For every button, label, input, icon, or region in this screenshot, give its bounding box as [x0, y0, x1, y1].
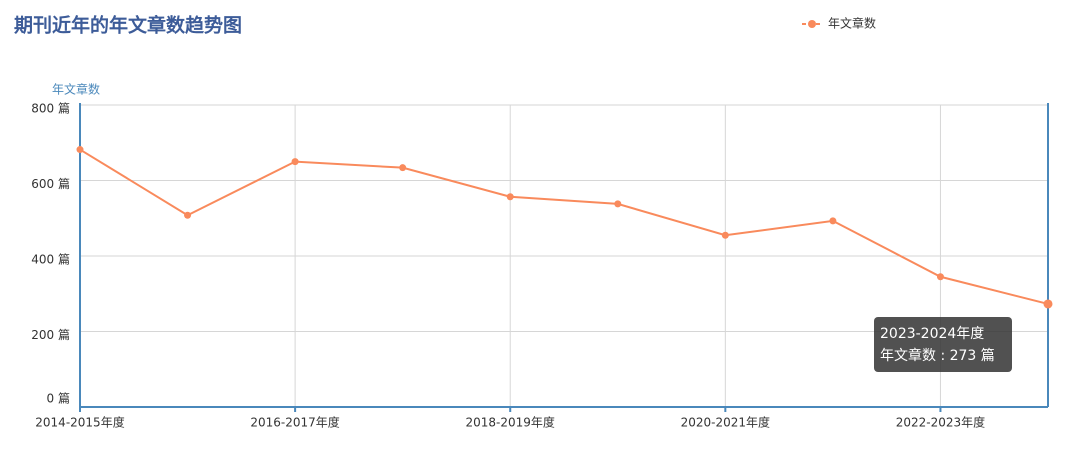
- tooltip-title: 2023-2024年度: [880, 326, 984, 342]
- data-point: [291, 158, 299, 166]
- data-point: [721, 231, 729, 239]
- y-axis-label: 年文章数: [52, 82, 100, 97]
- legend-marker: [808, 20, 816, 28]
- y-tick-label: 600 篇: [31, 176, 70, 191]
- x-tick-label: 2016-2017年度: [250, 415, 339, 430]
- x-tick-label: 2022-2023年度: [896, 415, 985, 430]
- data-point: [1043, 299, 1053, 309]
- legend-label: 年文章数: [828, 16, 876, 31]
- series-line: [79, 148, 1049, 305]
- data-point: [76, 146, 84, 154]
- data-point: [936, 273, 944, 281]
- tooltip-box: [874, 317, 1012, 372]
- y-tick-label: 400 篇: [31, 252, 70, 267]
- data-point: [614, 200, 622, 208]
- x-tick-label: 2020-2021年度: [681, 415, 770, 430]
- data-point: [184, 211, 192, 219]
- x-tick-label: 2014-2015年度: [35, 415, 124, 430]
- tooltip-text: 年文章数 : 273 篇: [880, 347, 995, 364]
- data-point: [506, 193, 514, 201]
- x-tick-label: 2018-2019年度: [466, 415, 555, 430]
- y-tick-label: 800 篇: [31, 101, 70, 116]
- chart-title: 期刊近年的年文章数趋势图: [14, 14, 242, 37]
- y-tick-label: 0 篇: [47, 391, 70, 406]
- y-tick-label: 200 篇: [31, 327, 70, 342]
- data-point: [829, 217, 837, 225]
- data-point: [399, 164, 407, 172]
